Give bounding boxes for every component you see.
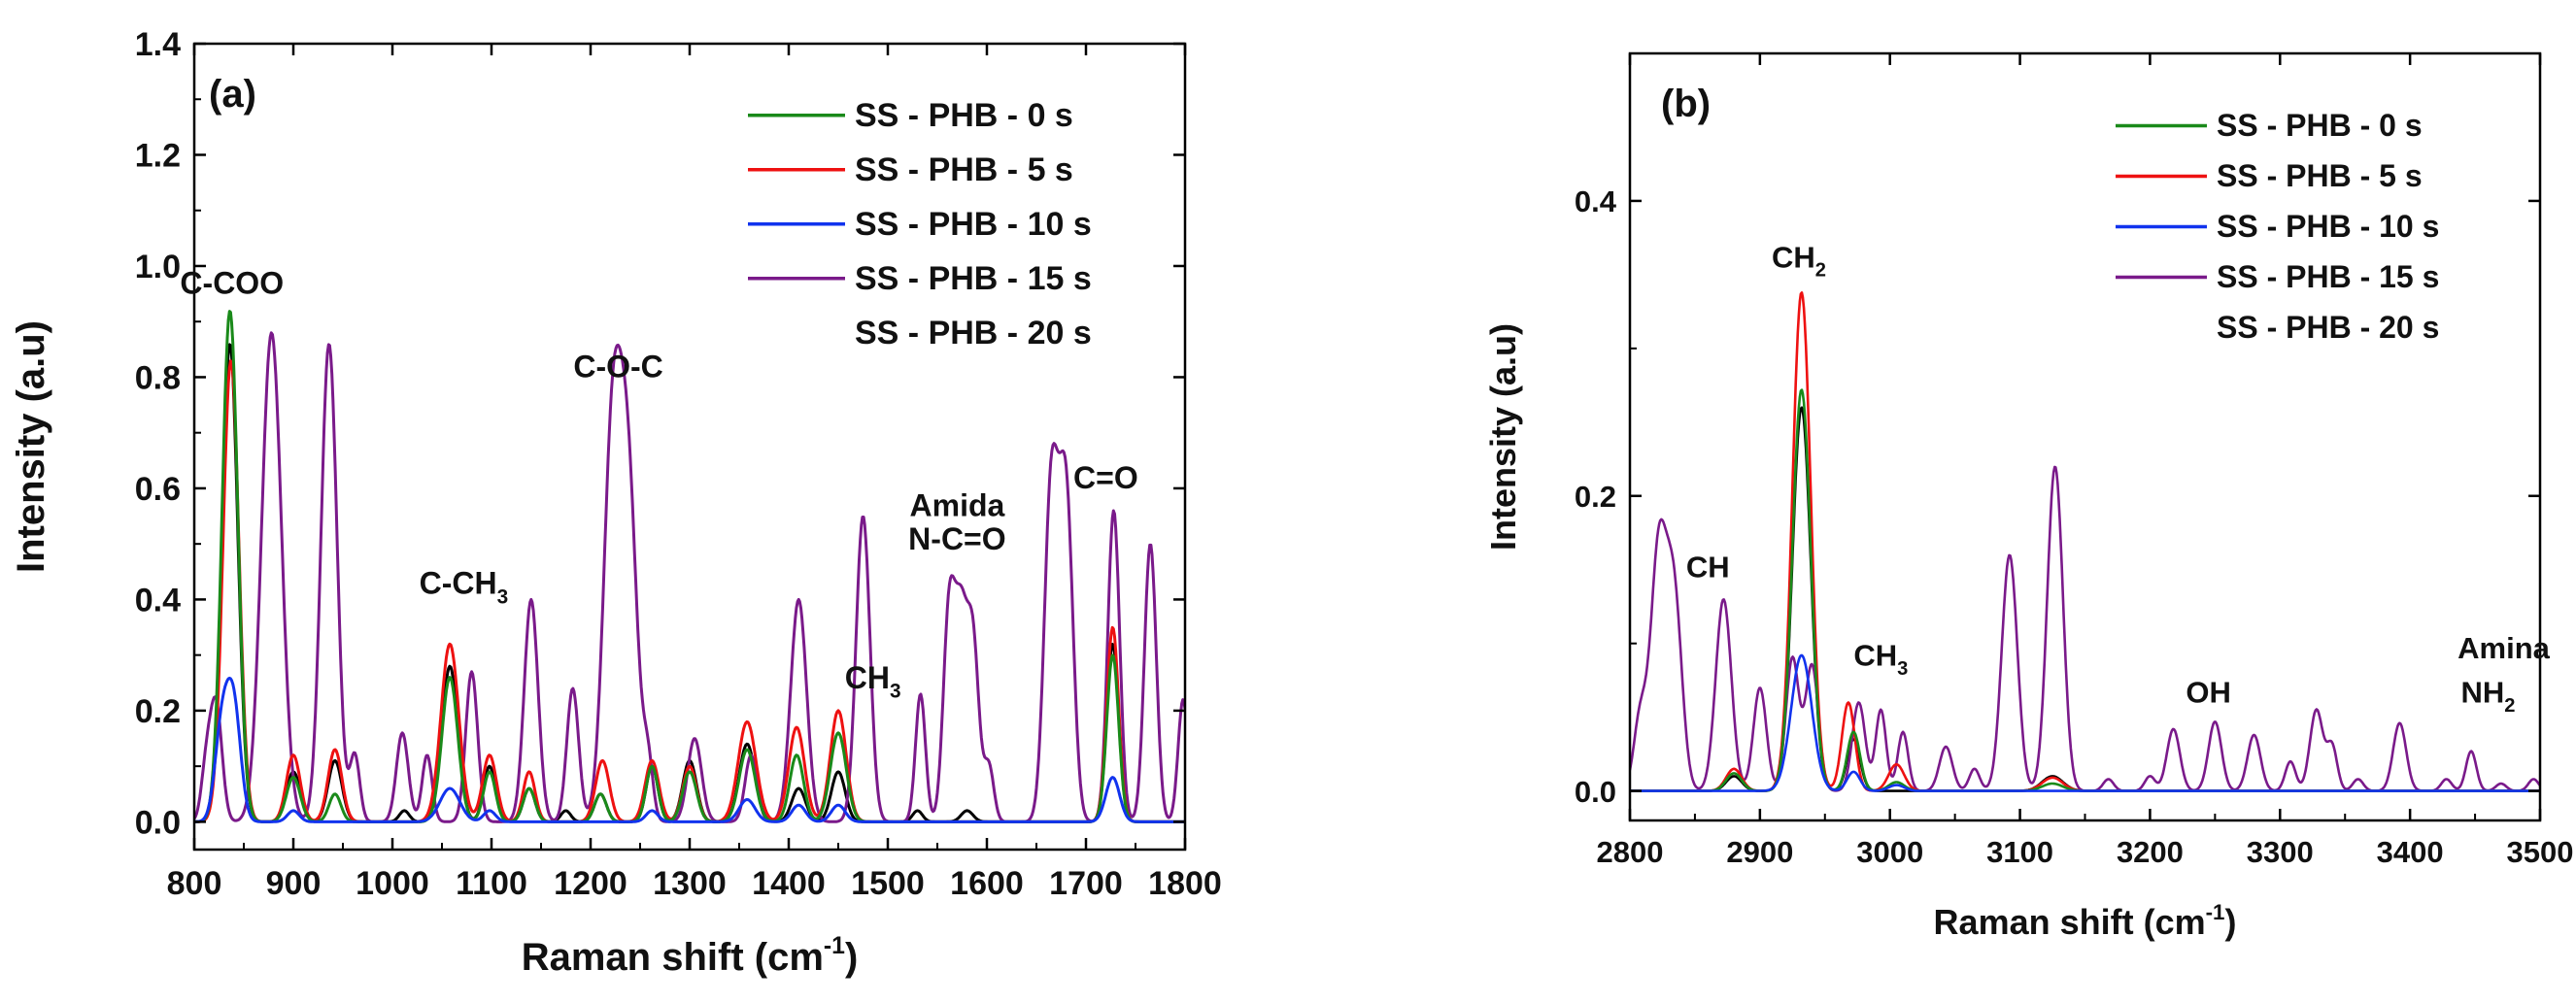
y-tick-label: 1.4	[135, 26, 181, 63]
peak-annotation: OH	[2186, 675, 2231, 709]
x-tick-label: 1500	[851, 865, 925, 902]
legend-entry: SS - PHB - 0 s	[2217, 108, 2423, 143]
peak-annotation: NH2	[2460, 675, 2515, 716]
series-line-ss-phb-15-s	[194, 331, 1185, 823]
x-tick-label: 1700	[1049, 865, 1123, 902]
plot-area	[1630, 291, 2540, 792]
x-tick-label: 3000	[1856, 835, 1923, 869]
y-tick-label: 0.2	[135, 693, 181, 730]
legend-entry: SS - PHB - 20 s	[855, 315, 1092, 351]
y-tick-label: 1.2	[135, 138, 181, 175]
legend-entry: SS - PHB - 10 s	[2217, 209, 2439, 244]
x-tick-label: 3200	[2117, 835, 2184, 869]
x-tick-label: 3500	[2507, 835, 2574, 869]
x-axis-label: Raman shift (cm-1)	[522, 933, 859, 979]
legend-entry: SS - PHB - 15 s	[2217, 259, 2439, 294]
y-axis-label: Intensity (a.u)	[10, 320, 52, 573]
peak-annotation: CH2	[1772, 240, 1826, 281]
legend-entry: SS - PHB - 10 s	[855, 206, 1092, 243]
chart-panel-b: 2800 2900 3000 3100 3200 3300 3400 3500 0.0 0.2 0.…	[1483, 51, 2574, 942]
x-tick-label: 3100	[1986, 835, 2053, 869]
x-tick-label: 1400	[752, 865, 826, 902]
series-line-ss-phb-5-s	[1630, 291, 2540, 792]
x-tick-label: 1300	[653, 865, 727, 902]
peak-annotation: CH3	[845, 660, 901, 703]
legend-entry: SS - PHB - 0 s	[855, 97, 1073, 134]
series-line-ss-phb-10-s	[194, 676, 1185, 823]
y-axis-label: Intensity (a.u)	[1483, 323, 1523, 551]
series-line-ss-phb-0-s	[194, 310, 1185, 823]
x-tick-label: 1800	[1148, 865, 1222, 902]
x-tick-label: 3300	[2247, 835, 2314, 869]
y-tick-label: 0.0	[135, 805, 181, 842]
x-tick-label: 900	[266, 865, 322, 902]
plot-area	[194, 310, 1185, 823]
series-line-ss-phb-15-s	[1630, 465, 2540, 792]
x-tick-label: 1200	[554, 865, 627, 902]
x-tick-label: 2900	[1726, 835, 1793, 869]
y-tick-label: 0.4	[1575, 184, 1617, 218]
x-tick-label: 1000	[356, 865, 429, 902]
x-tick-label: 3400	[2377, 835, 2444, 869]
legend-entry: SS - PHB - 5 s	[855, 151, 1073, 188]
legend-entry: SS - PHB - 15 s	[855, 260, 1092, 297]
x-tick-label: 2800	[1597, 835, 1664, 869]
peak-annotation: CH	[1686, 550, 1730, 584]
peak-annotation: C=O	[1073, 460, 1138, 495]
peak-annotation: Amina	[2457, 631, 2551, 665]
panel-label: (a)	[209, 73, 256, 116]
legend-entry: SS - PHB - 20 s	[2217, 310, 2439, 345]
y-tick-label: 0.8	[135, 360, 181, 397]
peak-annotation: C-CH3	[420, 566, 509, 609]
peak-annotation: C-COO	[180, 266, 284, 301]
y-tick-label: 0.2	[1575, 480, 1616, 514]
x-tick-label: 1100	[456, 865, 527, 902]
chart-panel-a: 800 900 1000 1100 1200 1300 1400 1500 1600 1700 18…	[10, 26, 1222, 979]
panel-label: (b)	[1661, 83, 1711, 125]
peak-annotation: N-C=O	[908, 521, 1005, 556]
x-tick-label: 1600	[950, 865, 1024, 902]
series-line-ss-phb-10-s	[1630, 653, 2540, 792]
y-tick-label: 0.0	[1575, 775, 1616, 809]
peak-annotation: C-O-C	[573, 349, 662, 384]
y-tick-label: 0.6	[135, 471, 181, 508]
y-tick-label: 0.4	[135, 583, 181, 619]
x-axis-label: Raman shift (cm-1)	[1934, 900, 2237, 942]
y-tick-label: 1.0	[135, 249, 181, 285]
peak-annotation: Amida	[910, 488, 1005, 523]
legend-entry: SS - PHB - 5 s	[2217, 158, 2423, 193]
x-tick-label: 800	[167, 865, 222, 902]
peak-annotation: CH3	[1853, 638, 1908, 679]
